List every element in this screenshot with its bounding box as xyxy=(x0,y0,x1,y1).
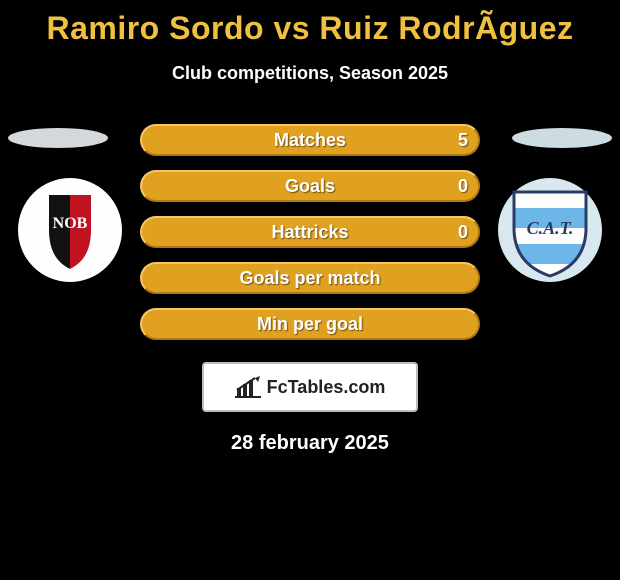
stat-row: Matches 5 xyxy=(140,124,480,156)
stat-row: Min per goal xyxy=(140,308,480,340)
player-right-photo xyxy=(512,128,612,148)
stat-label: Min per goal xyxy=(257,314,363,335)
stat-row: Goals per match xyxy=(140,262,480,294)
stat-row: Hattricks 0 xyxy=(140,216,480,248)
chart-icon xyxy=(235,376,261,398)
crest-left-text: NOB xyxy=(53,215,88,232)
stat-label: Goals per match xyxy=(239,268,380,289)
brand-text: FcTables.com xyxy=(267,377,386,398)
page-subtitle: Club competitions, Season 2025 xyxy=(0,63,620,84)
crest-right-text: C.A.T. xyxy=(527,218,574,238)
stat-label: Matches xyxy=(274,130,346,151)
crest-left-icon: NOB xyxy=(18,178,122,282)
date-text: 28 february 2025 xyxy=(0,432,620,455)
page-title: Ramiro Sordo vs Ruiz RodrÃ­guez xyxy=(0,0,620,47)
stats-list: Matches 5 Goals 0 Hattricks 0 Goals per … xyxy=(140,124,480,340)
stat-right-value: 0 xyxy=(458,172,468,200)
stat-label: Goals xyxy=(285,176,335,197)
stat-right-value: 0 xyxy=(458,218,468,246)
stat-label: Hattricks xyxy=(271,222,348,243)
player-left-photo xyxy=(8,128,108,148)
stat-right-value: 5 xyxy=(458,126,468,154)
stat-row: Goals 0 xyxy=(140,170,480,202)
brand-badge[interactable]: FcTables.com xyxy=(202,362,418,412)
crest-right-icon: C.A.T. xyxy=(498,178,602,282)
